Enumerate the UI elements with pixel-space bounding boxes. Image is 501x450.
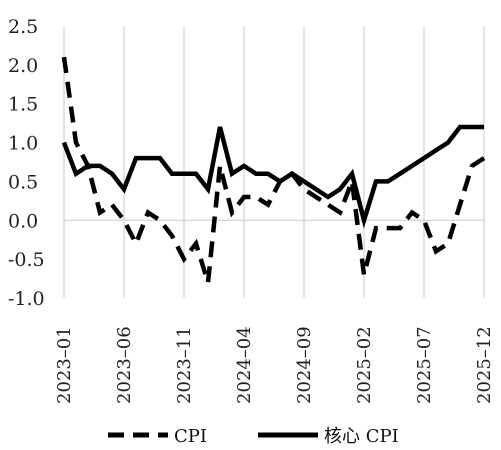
- y-tick-label: -0.5: [8, 249, 45, 271]
- series-line-cpi: [61, 56, 486, 284]
- legend-label-cpi: CPI: [174, 426, 207, 447]
- y-tick-label: 0.5: [8, 171, 38, 193]
- x-tick-label: 2024–04: [234, 326, 255, 404]
- y-tick-labels: 2.5 2.0 1.5 1.0 0.5 0.0 -0.5 -1.0: [8, 16, 45, 310]
- x-tick-label: 2024–09: [294, 326, 315, 404]
- legend: CPI 核心 CPI: [108, 426, 399, 447]
- x-tick-label: 2025–02: [354, 326, 375, 404]
- gridlines: [63, 26, 485, 298]
- x-tick-label: 2025–12: [474, 326, 495, 404]
- x-tick-labels: 2023–01 2023–06 2023–11 2024–04 2024–09 2025–…: [54, 326, 495, 404]
- x-tick-label: 2023–11: [174, 326, 195, 404]
- x-tick-label: 2023–01: [54, 326, 75, 404]
- legend-label-core-cpi: 核心 CPI: [324, 426, 399, 447]
- y-tick-label: -1.0: [8, 288, 45, 310]
- y-tick-label: 1.0: [8, 133, 38, 155]
- y-tick-label: 1.5: [8, 94, 38, 116]
- x-tick-label: 2023–06: [114, 326, 135, 404]
- series-line-core-cpi: [61, 124, 484, 229]
- series-lines: [61, 56, 486, 284]
- y-tick-label: 0.0: [8, 210, 38, 232]
- y-tick-label: 2.5: [8, 16, 38, 38]
- x-tick-label: 2025–07: [414, 326, 435, 404]
- y-tick-label: 2.0: [8, 55, 38, 77]
